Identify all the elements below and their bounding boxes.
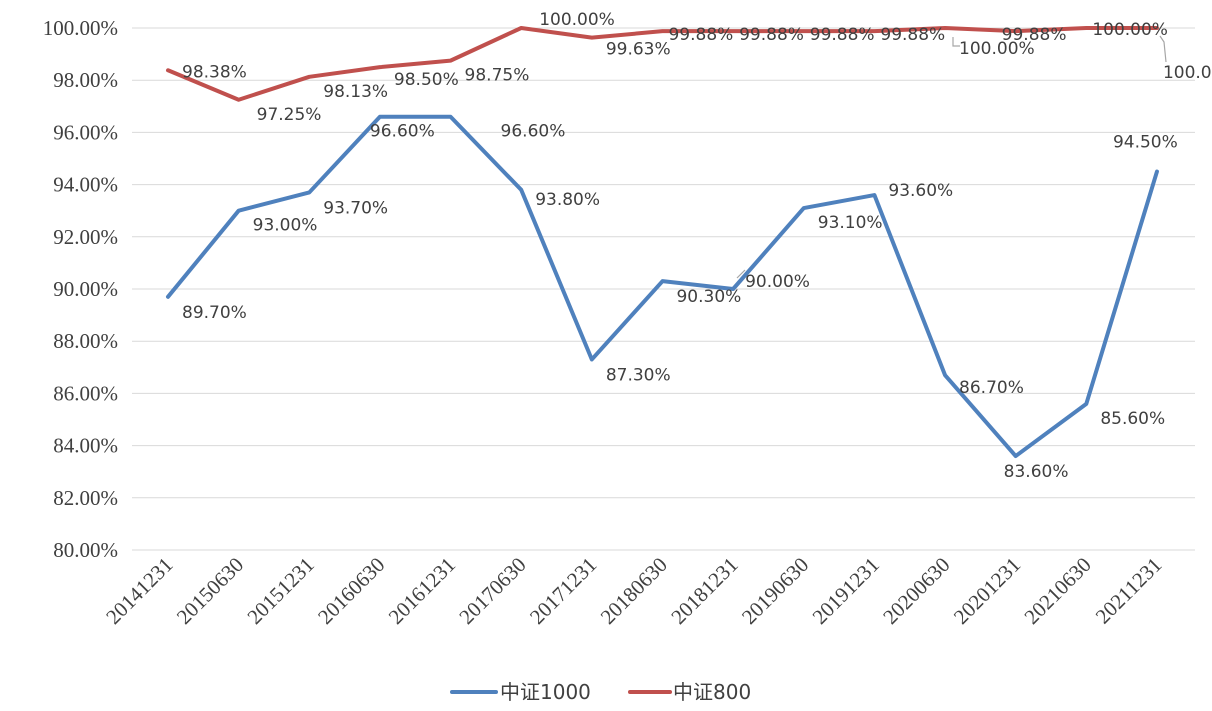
y-tick-label: 84.00% [53,434,118,458]
data-label: 93.00% [253,216,318,236]
x-tick-label: 20161231 [384,553,460,629]
data-label: 97.25% [257,105,322,125]
x-tick-label: 20150630 [172,553,248,629]
y-tick-label: 92.00% [53,225,118,249]
data-label: 86.70% [959,378,1024,398]
data-label: 96.60% [501,122,566,142]
series-lines [166,26,1159,459]
y-tick-label: 88.00% [53,329,118,353]
x-tick-label: 20180630 [596,553,672,629]
data-labels: 89.70% 93.00%93.70% 96.60% 96.60% 93.80% 87.3… [182,10,1212,482]
x-tick-label: 20210630 [1019,553,1095,629]
y-tick-label: 86.00% [53,381,118,405]
x-axis-ticks: 2014123120150630201512312016063020161231… [101,553,1166,629]
data-label: 99.88% [880,25,945,45]
data-label: 98.75% [465,66,530,86]
data-label: 83.60% [1004,462,1069,482]
x-tick-label: 20170630 [454,553,530,629]
y-tick-label: 98.00% [53,68,118,92]
data-label: 99.88% [739,25,804,45]
x-tick-label: 20141231 [101,553,177,629]
x-tick-label: 20190630 [737,553,813,629]
data-label: 93.60% [888,181,953,201]
data-label: 85.60% [1100,409,1165,429]
y-tick-label: 96.00% [53,120,118,144]
data-label: 100.00% [959,39,1035,59]
series-line-1[interactable] [166,26,1159,102]
data-label: 90.00% [745,272,810,292]
x-tick-label: 20211231 [1091,553,1167,629]
x-tick-label: 20181231 [666,553,742,629]
label-leader-line [736,269,746,279]
data-label: 93.80% [535,190,600,210]
x-tick-label: 20151231 [242,553,318,629]
data-label: 99.63% [606,40,671,60]
x-tick-label: 20171231 [525,553,601,629]
data-label: 89.70% [182,303,247,323]
legend-label: 中证1000 [500,680,591,704]
data-label: 93.10% [818,213,883,233]
legend-item-0[interactable]: 中证1000 [450,680,591,704]
x-tick-label: 20191231 [808,553,884,629]
data-label: 100.00% [1163,63,1212,83]
legend[interactable]: 中证1000 中证800 [450,680,751,704]
y-tick-label: 90.00% [53,277,118,301]
data-label: 100.00% [1092,20,1168,40]
y-tick-label: 94.00% [53,173,118,197]
data-label: 93.70% [323,198,388,218]
label-leader-line [952,37,960,47]
data-label: 98.38% [182,62,247,82]
data-label: 99.88% [668,25,733,45]
data-label: 99.88% [810,25,875,45]
data-label: 87.30% [606,365,671,385]
data-label: 94.50% [1113,133,1178,153]
label-leader-line [1159,35,1167,63]
y-tick-label: 100.00% [43,16,118,40]
y-tick-label: 80.00% [53,538,118,562]
data-label: 98.13% [323,82,388,102]
y-axis-ticks: 80.00% 82.00% 84.00% 86.00% 88.00% 90.00% 92.0… [43,16,118,562]
data-label: 90.30% [676,287,741,307]
data-label: 96.60% [370,122,435,142]
data-label: 99.88% [1002,25,1067,45]
x-tick-label: 20200630 [878,553,954,629]
legend-item-1[interactable]: 中证800 [628,680,751,704]
legend-label: 中证800 [673,680,751,704]
x-tick-label: 20160630 [313,553,389,629]
series-line-0[interactable] [166,114,1159,459]
gridlines [132,27,1195,551]
data-label: 98.50% [394,70,459,90]
x-tick-label: 20201231 [949,553,1025,629]
y-tick-label: 82.00% [53,486,118,510]
data-label: 100.00% [539,10,615,30]
